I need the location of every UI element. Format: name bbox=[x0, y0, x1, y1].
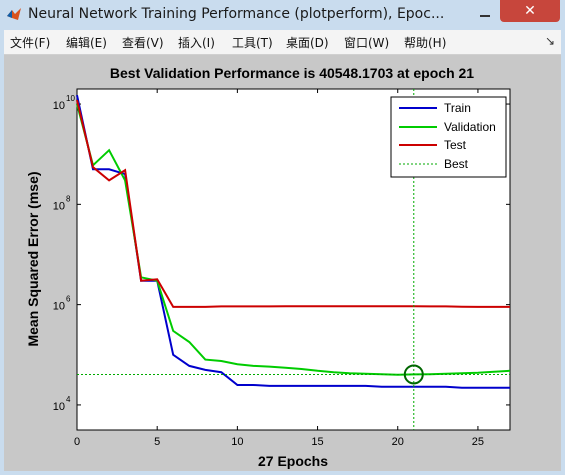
x-tick-label: 25 bbox=[472, 436, 484, 448]
x-tick-label: 5 bbox=[154, 436, 160, 448]
legend-best: Best bbox=[444, 157, 469, 171]
close-button[interactable]: ✕ bbox=[500, 0, 560, 22]
y-tick-label-exponent: 8 bbox=[66, 194, 71, 203]
y-axis-label: Mean Squared Error (mse) bbox=[25, 171, 41, 346]
menu-help[interactable]: 帮助(H) bbox=[404, 36, 447, 50]
x-tick-label: 0 bbox=[74, 436, 80, 448]
dock-arrow-icon[interactable]: ↘ bbox=[544, 34, 555, 48]
x-axis: 0 5 10 15 20 25 bbox=[74, 89, 484, 448]
menu-file[interactable]: 文件(F) bbox=[10, 36, 51, 50]
legend-test: Test bbox=[444, 138, 467, 152]
performance-chart: Best Validation Performance is 40548.170… bbox=[25, 65, 511, 469]
legend-train: Train bbox=[444, 101, 471, 115]
menu-insert[interactable]: 插入(I) bbox=[178, 36, 215, 50]
y-tick-label-exponent: 10 bbox=[66, 94, 75, 103]
menu-tools[interactable]: 工具(T) bbox=[232, 36, 273, 50]
y-tick-label-base: 10 bbox=[53, 200, 65, 212]
menu-window[interactable]: 窗口(W) bbox=[344, 36, 390, 50]
legend-validation: Validation bbox=[444, 120, 496, 134]
best-circle bbox=[403, 364, 424, 385]
title-bar[interactable]: Neural Network Training Performance (plo… bbox=[0, 0, 565, 30]
menu-edit[interactable]: 编辑(E) bbox=[66, 36, 107, 50]
figure-area: Best Validation Performance is 40548.170… bbox=[4, 55, 561, 473]
series-line-test bbox=[76, 99, 510, 308]
menu-view[interactable]: 查看(V) bbox=[122, 36, 164, 50]
chart-title: Best Validation Performance is 40548.170… bbox=[110, 65, 474, 81]
menu-desktop[interactable]: 桌面(D) bbox=[286, 36, 329, 50]
menu-bar: 文件(F) 编辑(E) 查看(V) 插入(I) 工具(T) 桌面(D) 窗口(W… bbox=[4, 30, 561, 55]
legend: Train Validation Test Best bbox=[390, 96, 507, 178]
matlab-icon bbox=[7, 8, 21, 20]
minimize-button[interactable] bbox=[472, 3, 498, 23]
x-tick-label: 20 bbox=[392, 436, 404, 448]
x-axis-label: 27 Epochs bbox=[258, 453, 328, 469]
window-title: Neural Network Training Performance (plo… bbox=[28, 6, 445, 22]
y-tick-label-base: 10 bbox=[53, 401, 65, 413]
y-tick-label-exponent: 6 bbox=[66, 295, 71, 304]
window-bottom-border bbox=[0, 471, 565, 475]
x-tick-label: 15 bbox=[311, 436, 323, 448]
y-tick-label-base: 10 bbox=[53, 301, 65, 313]
x-tick-label: 10 bbox=[231, 436, 243, 448]
y-tick-label-base: 10 bbox=[53, 100, 65, 112]
y-tick-label-exponent: 4 bbox=[66, 395, 71, 404]
